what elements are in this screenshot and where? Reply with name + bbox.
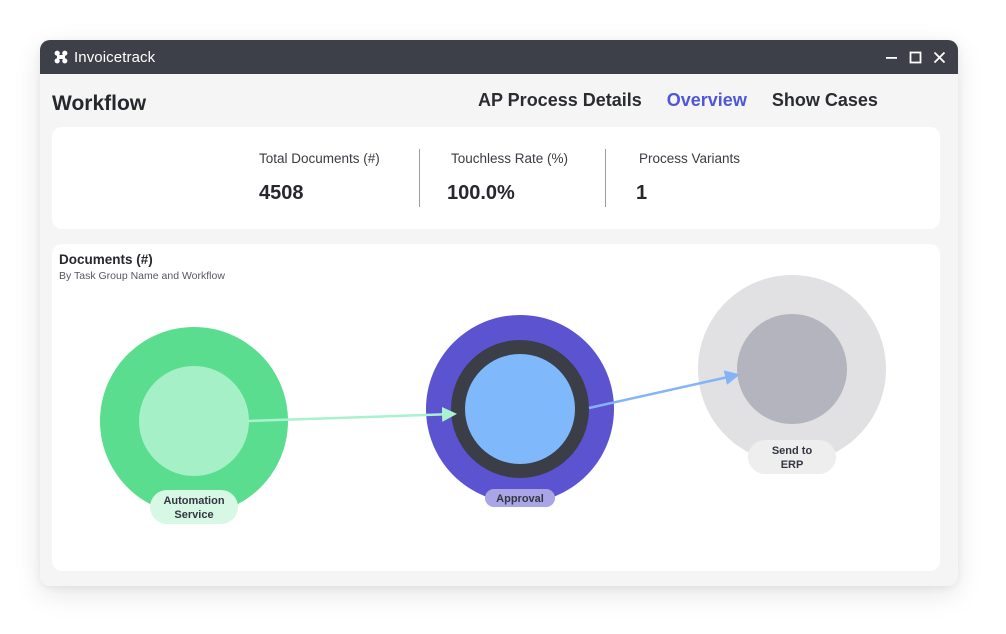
edge-approval-to-erp: [588, 370, 740, 410]
node-erp-label-pill: [748, 440, 836, 474]
tab-bar: AP Process Details Overview Show Cases: [478, 90, 878, 111]
window-controls: [884, 50, 946, 64]
tab-ap-process-details[interactable]: AP Process Details: [478, 90, 642, 110]
kpi-value: 100.0%: [447, 182, 515, 204]
title-bar: Invoicetrack: [40, 40, 958, 74]
kpi-label: Touchless Rate (%): [451, 151, 569, 166]
workflow-flow-diagram: Automation Service Approval Send to ERP: [100, 275, 886, 524]
app-window: Invoicetrack Workflow AP Process Details…: [40, 40, 958, 586]
tab-overview[interactable]: Overview: [666, 90, 747, 110]
header-row: Workflow AP Process Details Overview Sho…: [52, 90, 946, 120]
node-erp-label: Send to: [772, 445, 813, 457]
chart-title: Documents (#): [59, 252, 153, 267]
kpi-value: 4508: [259, 182, 304, 204]
node-approval-inner: [465, 354, 575, 464]
node-erp-label: ERP: [781, 459, 804, 471]
documents-chart-card: Documents (#) By Task Group Name and Wor…: [52, 244, 940, 571]
kpi-label: Total Documents (#): [259, 151, 380, 166]
minimize-icon: [885, 56, 897, 59]
minimize-button[interactable]: [884, 50, 898, 64]
kpi-divider: [419, 149, 420, 207]
edge-automation-to-approval: [247, 406, 457, 423]
app-title: Invoicetrack: [74, 48, 156, 66]
chart-subtitle: By Task Group Name and Workflow: [59, 270, 225, 282]
page-title: Workflow: [52, 92, 147, 115]
kpi-value: 1: [636, 182, 648, 204]
invoicetrack-logo-icon: [54, 50, 68, 64]
node-automation-label-pill: [150, 490, 238, 524]
tab-show-cases[interactable]: Show Cases: [771, 90, 878, 110]
maximize-button[interactable]: [908, 50, 922, 64]
node-automation-label: Automation: [163, 495, 224, 507]
node-erp-inner: [737, 314, 847, 424]
kpi-divider: [605, 149, 606, 207]
close-button[interactable]: [932, 50, 946, 64]
kpi-label: Process Variants: [639, 151, 741, 166]
node-automation-label: Service: [174, 509, 213, 521]
kpi-card: Total Documents (#) 4508 Touchless Rate …: [52, 127, 940, 229]
node-approval-label: Approval: [496, 493, 544, 505]
node-approval-label-pill: [485, 489, 555, 507]
node-automation-inner: [139, 366, 249, 476]
close-icon: [933, 51, 945, 63]
maximize-icon: [909, 51, 921, 63]
